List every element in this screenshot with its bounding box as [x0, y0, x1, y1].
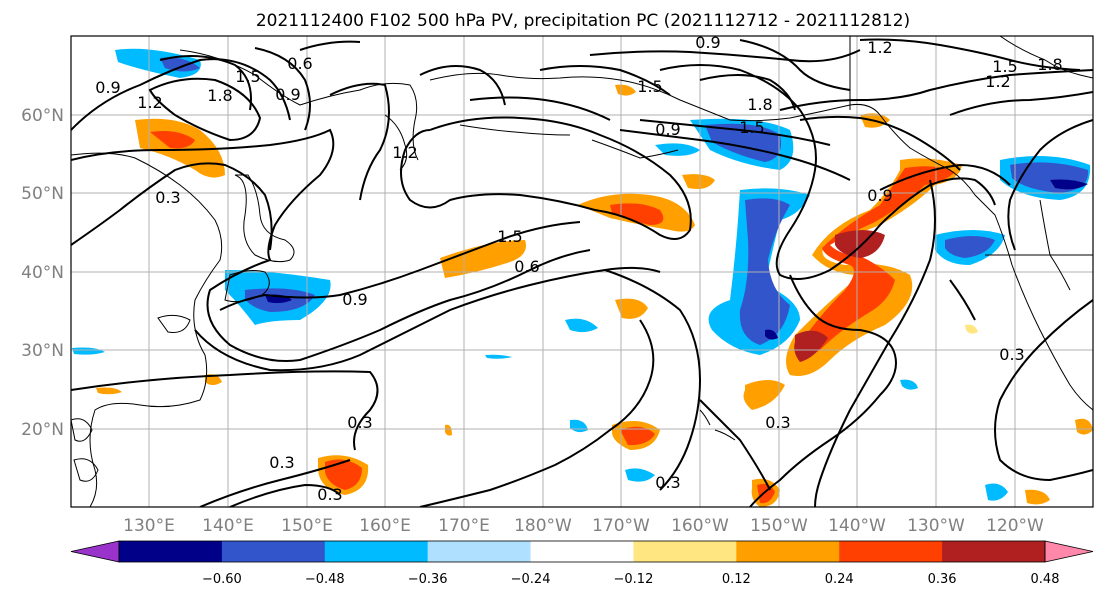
contour-label-1.5-b: 1.5	[235, 67, 260, 86]
longitude-labels: 130°E 140°E 150°E 160°E 170°E 180°W 170°…	[123, 516, 1044, 536]
colorbar: −0.60 −0.48 −0.36 −0.24 −0.12 0.12 0.24 0.36 0.4…	[70, 540, 1094, 587]
contour-label-1.5-e: 1.5	[497, 227, 522, 246]
lon-label-160w: 160°W	[671, 516, 729, 536]
lon-label-150w: 150°W	[750, 516, 808, 536]
colorbar-labels: −0.60 −0.48 −0.36 −0.24 −0.12 0.12 0.24 0.36 0.4…	[202, 572, 1060, 587]
colorbar-tick-label: −0.12	[614, 572, 654, 587]
colorbar-segment	[119, 541, 223, 562]
colorbar-extend-low	[70, 540, 120, 563]
colorbar-segment	[633, 541, 737, 562]
colorbar-segment	[427, 541, 532, 562]
pv-contours	[71, 38, 1093, 507]
map-frame	[70, 35, 1094, 508]
contour-label-0.3-b: 0.3	[999, 345, 1024, 364]
contour-label-0.9-d: 0.9	[655, 120, 680, 139]
contour-label-0.3-f: 0.3	[655, 473, 680, 492]
lon-label-120w: 120°W	[986, 516, 1044, 536]
colorbar-segment	[839, 541, 943, 562]
contour-label-1.8-b: 1.8	[207, 86, 232, 105]
colorbar-tick-label: 0.12	[722, 572, 751, 587]
colorbar-tick-label: 0.48	[1031, 572, 1060, 587]
colorbar-tick-label: 0.36	[928, 572, 957, 587]
map-title: 2021112400 F102 500 hPa PV, precipitatio…	[256, 11, 910, 31]
contour-label-1.5-d: 1.5	[739, 118, 764, 137]
contour-label-1.8-c: 1.8	[747, 95, 772, 114]
contour-label-0.9-e: 0.9	[342, 290, 367, 309]
lon-label-130w: 130°W	[907, 516, 965, 536]
colorbar-tick-label: −0.48	[305, 572, 345, 587]
contour-label-1.2-d: 1.2	[392, 143, 417, 162]
contour-label-1.8-a: 1.8	[1037, 55, 1062, 74]
colorbar-segment	[324, 541, 429, 562]
lon-label-140w: 140°W	[828, 516, 886, 536]
colorbar-segments	[70, 540, 1094, 563]
contour-label-0.6-a: 0.6	[287, 54, 312, 73]
contour-label-1.2-b: 1.2	[985, 72, 1010, 91]
coastlines	[71, 36, 1093, 507]
lat-label-60n: 60°N	[21, 106, 64, 126]
colorbar-extend-high	[1044, 540, 1094, 563]
lon-label-170w: 170°W	[592, 516, 650, 536]
lat-label-30n: 30°N	[21, 341, 64, 361]
lon-label-180w: 180°W	[514, 516, 572, 536]
precip-shading	[72, 48, 1093, 507]
contour-label-0.3-g: 0.3	[765, 413, 790, 432]
colorbar-segment	[942, 541, 1046, 562]
contour-label-0.3-d: 0.3	[269, 453, 294, 472]
lat-label-20n: 20°N	[21, 420, 64, 440]
colorbar-segment	[221, 541, 326, 562]
colorbar-segment	[736, 541, 840, 562]
lon-label-140e: 140°E	[202, 516, 254, 536]
colorbar-tick-label: −0.36	[408, 572, 448, 587]
contour-label-0.6-b: 0.6	[514, 257, 539, 276]
latitude-labels: 60°N 50°N 40°N 30°N 20°N	[21, 106, 64, 440]
colorbar-frame	[118, 540, 1046, 563]
colorbar-tick-label: −0.24	[511, 572, 551, 587]
contour-label-0.3-c: 0.3	[347, 413, 372, 432]
contour-label-1.2-a: 1.2	[867, 38, 892, 57]
lon-label-160e: 160°E	[359, 516, 411, 536]
contour-label-0.9-f: 0.9	[867, 186, 892, 205]
contour-label-1.5-a: 1.5	[992, 57, 1017, 76]
contour-labels: 0.9 1.2 1.8 1.5 1.2 1.8 1.5 0.6 0.9 0.9 …	[95, 33, 1062, 504]
map-panel: 0.9 1.2 1.8 1.5 1.2 1.8 1.5 0.6 0.9 0.9 …	[70, 33, 1094, 508]
colorbar-tick-label: −0.60	[202, 572, 242, 587]
contour-label-1.2-c: 1.2	[137, 93, 162, 112]
contour-label-0.3-e: 0.3	[317, 485, 342, 504]
contour-label-1.5-c: 1.5	[637, 77, 662, 96]
lon-label-150e: 150°E	[281, 516, 333, 536]
colorbar-segment	[530, 541, 634, 562]
lat-label-50n: 50°N	[21, 184, 64, 204]
contour-label-0.3-a: 0.3	[155, 188, 180, 207]
contour-label-0.9-c: 0.9	[95, 78, 120, 97]
lon-label-170e: 170°E	[438, 516, 490, 536]
contour-label-0.9-a: 0.9	[695, 33, 720, 52]
colorbar-tick-label: 0.24	[825, 572, 854, 587]
lat-label-40n: 40°N	[21, 263, 64, 283]
contour-label-0.9-b: 0.9	[275, 85, 300, 104]
lon-label-130e: 130°E	[123, 516, 175, 536]
